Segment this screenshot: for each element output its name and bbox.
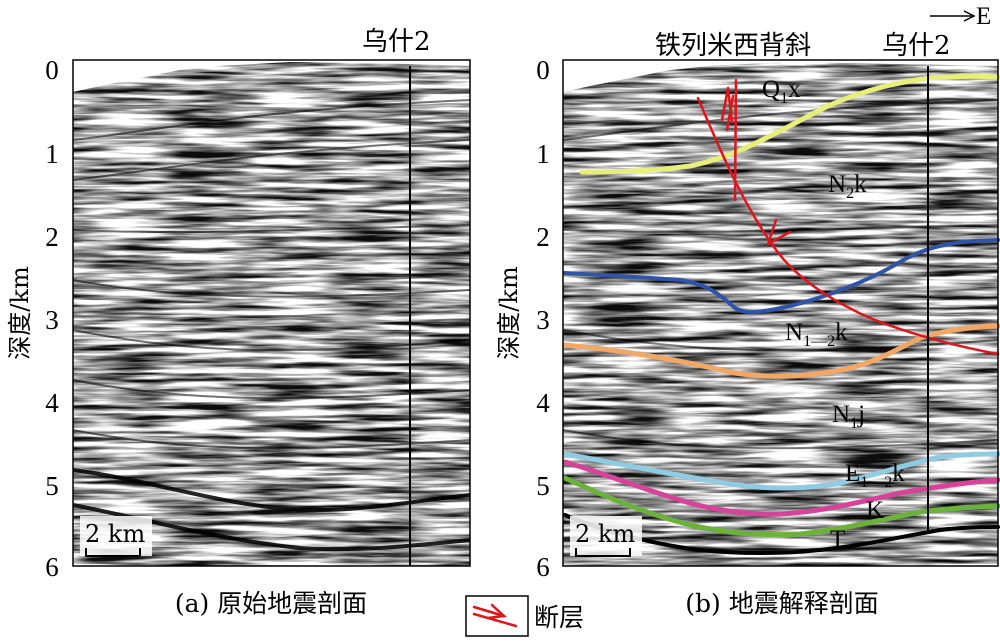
panel-a-y-tick: 6: [45, 552, 59, 582]
panel-b-well-label: 乌什2: [882, 31, 951, 61]
horizon-base: [563, 513, 1000, 555]
horizon-n1j: [562, 323, 1000, 379]
panel-b-y-tick: 5: [536, 471, 550, 501]
panel-b-horizons: [562, 73, 1000, 555]
formation-n1j-label: N1j: [832, 401, 865, 432]
formation-labels: Q1x N2k N1—2k N1j E1—2k K T: [762, 76, 905, 553]
formation-k-label: K: [866, 497, 884, 524]
panel-a-y-tick: 5: [45, 471, 59, 501]
panel-b-y-tick: 4: [536, 388, 550, 418]
formation-q1x-label: Q1x: [762, 76, 801, 107]
direction-label: E: [976, 3, 991, 30]
legend-fault-label: 断层: [534, 603, 584, 632]
formation-n1-2k-label: N1—2k: [785, 319, 848, 350]
panel-a-y-tick: 3: [45, 305, 59, 335]
panel-b-y-axis-title: 深度/km: [495, 266, 523, 360]
horizon-e1-2k: [562, 451, 1000, 491]
panel-a-caption: (a) 原始地震剖面: [175, 589, 367, 618]
formation-t-label: T: [830, 526, 845, 553]
horizon-t: [562, 475, 1000, 538]
panel-a-y-axis-title: 深度/km: [6, 266, 34, 360]
panel-b-scale-bar: 2 km: [570, 516, 642, 557]
panel-b-y-tick: 3: [536, 305, 550, 335]
panel-a-well-label: 乌什2: [362, 27, 431, 57]
panel-b-y-axis: 0 1 2 3 4 5 6 深度/km: [495, 55, 550, 582]
legend: 断层: [465, 595, 584, 637]
panel-a-frame: [72, 59, 471, 567]
panel-a-y-axis: 0 1 2 3 4 5 6 深度/km: [6, 55, 59, 582]
panel-a-scale-bar: 2 km: [80, 516, 152, 557]
panel-b-faults: [696, 78, 1000, 356]
panel-a-y-tick: 0: [45, 55, 59, 85]
panel-b-scale-text: 2 km: [575, 520, 635, 548]
panel-b-y-tick: 0: [536, 55, 550, 85]
horizon-k: [562, 459, 1000, 517]
panel-b-y-tick: 2: [536, 222, 550, 252]
panel-a-y-tick: 2: [45, 222, 59, 252]
fault-icon: [472, 603, 518, 628]
formation-n2k-label: N2k: [828, 171, 867, 202]
panel-b-frame: [562, 59, 999, 567]
anticline-label: 铁列米西背斜: [655, 31, 811, 61]
legend-fault-swatch: [465, 595, 529, 637]
direction-indicator: E: [930, 3, 991, 30]
panel-b-y-tick: 1: [536, 139, 550, 169]
horizon-n1-2k: [563, 238, 1000, 314]
panel-a-y-tick: 4: [45, 388, 59, 418]
panel-a-y-tick: 1: [45, 139, 59, 169]
panel-b-seismic: [563, 62, 998, 566]
formation-e1-2k-label: E1—2k: [845, 460, 905, 491]
panel-b-y-tick: 6: [536, 552, 550, 582]
panel-a-scale-text: 2 km: [85, 520, 145, 548]
horizon-q1x: [579, 73, 1000, 175]
panel-b-caption: (b) 地震解释剖面: [685, 589, 878, 618]
